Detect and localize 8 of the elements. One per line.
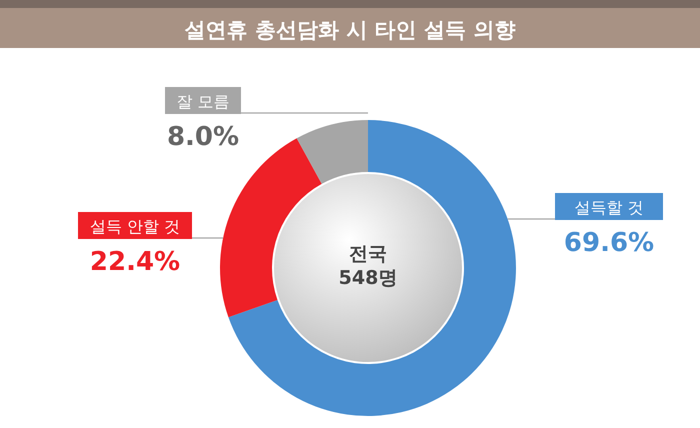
- slice-label: 설득 안할 것: [90, 217, 180, 236]
- chart-title: 설연휴 총선담화 시 타인 설득 의향: [184, 18, 516, 42]
- slice-label: 잘 모름: [176, 92, 230, 111]
- data-label: 69.6%: [564, 228, 654, 258]
- data-label: 22.4%: [90, 247, 180, 277]
- text: 전국 548명: [338, 243, 398, 289]
- data-label: 8.0%: [166, 122, 240, 152]
- slice-label: 설득할 것: [574, 198, 644, 217]
